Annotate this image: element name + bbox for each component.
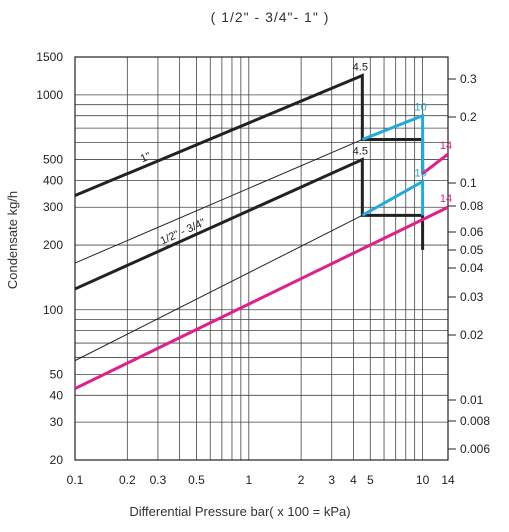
series-thin-line xyxy=(74,139,363,264)
right-tick-label: 0.01 xyxy=(460,393,484,407)
x-axis-label: Differential Pressure bar( x 100 = kPa) xyxy=(129,504,350,519)
line-label: 1" xyxy=(139,150,153,165)
x-tick-label: 0.3 xyxy=(150,473,167,487)
right-tick-label: 0.02 xyxy=(460,328,484,342)
right-tick-label: 0.1 xyxy=(460,176,477,190)
series-line xyxy=(361,178,425,217)
right-tick-label: 0.008 xyxy=(460,414,490,428)
y-tick-label: 30 xyxy=(50,415,64,429)
x-tick-label: 10 xyxy=(416,473,430,487)
x-tick-label: 0.2 xyxy=(119,473,136,487)
x-tick-label: 0.5 xyxy=(188,473,205,487)
chart-title: ( 1/2" - 3/4"- 1" ) xyxy=(211,9,330,25)
value-annotation: 14 xyxy=(440,193,452,205)
right-tick-label: 0.3 xyxy=(460,72,477,86)
x-tick-label: 1 xyxy=(245,473,252,487)
right-tick-label: 0.06 xyxy=(460,225,484,239)
value-annotation: 4.5 xyxy=(353,146,368,158)
y-tick-label: 1000 xyxy=(36,88,63,102)
series-layer xyxy=(74,73,449,390)
value-annotation: 10 xyxy=(414,168,426,180)
y-tick-label: 300 xyxy=(43,200,63,214)
x-tick-label: 4 xyxy=(350,473,357,487)
value-annotation: 10 xyxy=(414,102,426,114)
y-tick-label: 200 xyxy=(43,238,63,252)
x-tick-label: 14 xyxy=(441,473,455,487)
right-tick-label: 0.08 xyxy=(460,199,484,213)
right-tick-label: 0.04 xyxy=(460,261,484,275)
right-tick-label: 0.2 xyxy=(460,110,477,124)
y-tick-label: 50 xyxy=(50,367,64,381)
right-tick-label: 0.05 xyxy=(460,243,484,257)
y-axis-label: Condensate kg/h xyxy=(5,191,20,289)
y-tick-label: 100 xyxy=(43,303,63,317)
y-tick-label: 1500 xyxy=(36,50,63,64)
series-line xyxy=(74,205,449,390)
series-thin-line xyxy=(74,214,363,362)
y-tick-label: 40 xyxy=(50,388,64,402)
y-tick-label: 400 xyxy=(43,173,63,187)
plot-frame xyxy=(74,56,449,461)
x-tick-label: 3 xyxy=(328,473,335,487)
tick-layer: 0.1 0.2 0.3 0.5 1 2 3 4 5 10 14 20 30 40 50 100 200 300 40… xyxy=(36,50,490,487)
x-tick-label: 5 xyxy=(367,473,374,487)
series-line xyxy=(361,113,425,174)
series-line xyxy=(421,152,449,175)
y-tick-label: 20 xyxy=(50,453,64,467)
x-tick-label: 2 xyxy=(298,473,305,487)
value-annotation: 4.5 xyxy=(353,62,368,74)
grid-layer xyxy=(74,56,449,461)
right-tick-label: 0.006 xyxy=(460,442,490,456)
value-annotation: 14 xyxy=(440,140,452,152)
right-tick-label: 0.03 xyxy=(460,290,484,304)
x-tick-label: 0.1 xyxy=(67,473,84,487)
y-tick-label: 500 xyxy=(43,153,63,167)
